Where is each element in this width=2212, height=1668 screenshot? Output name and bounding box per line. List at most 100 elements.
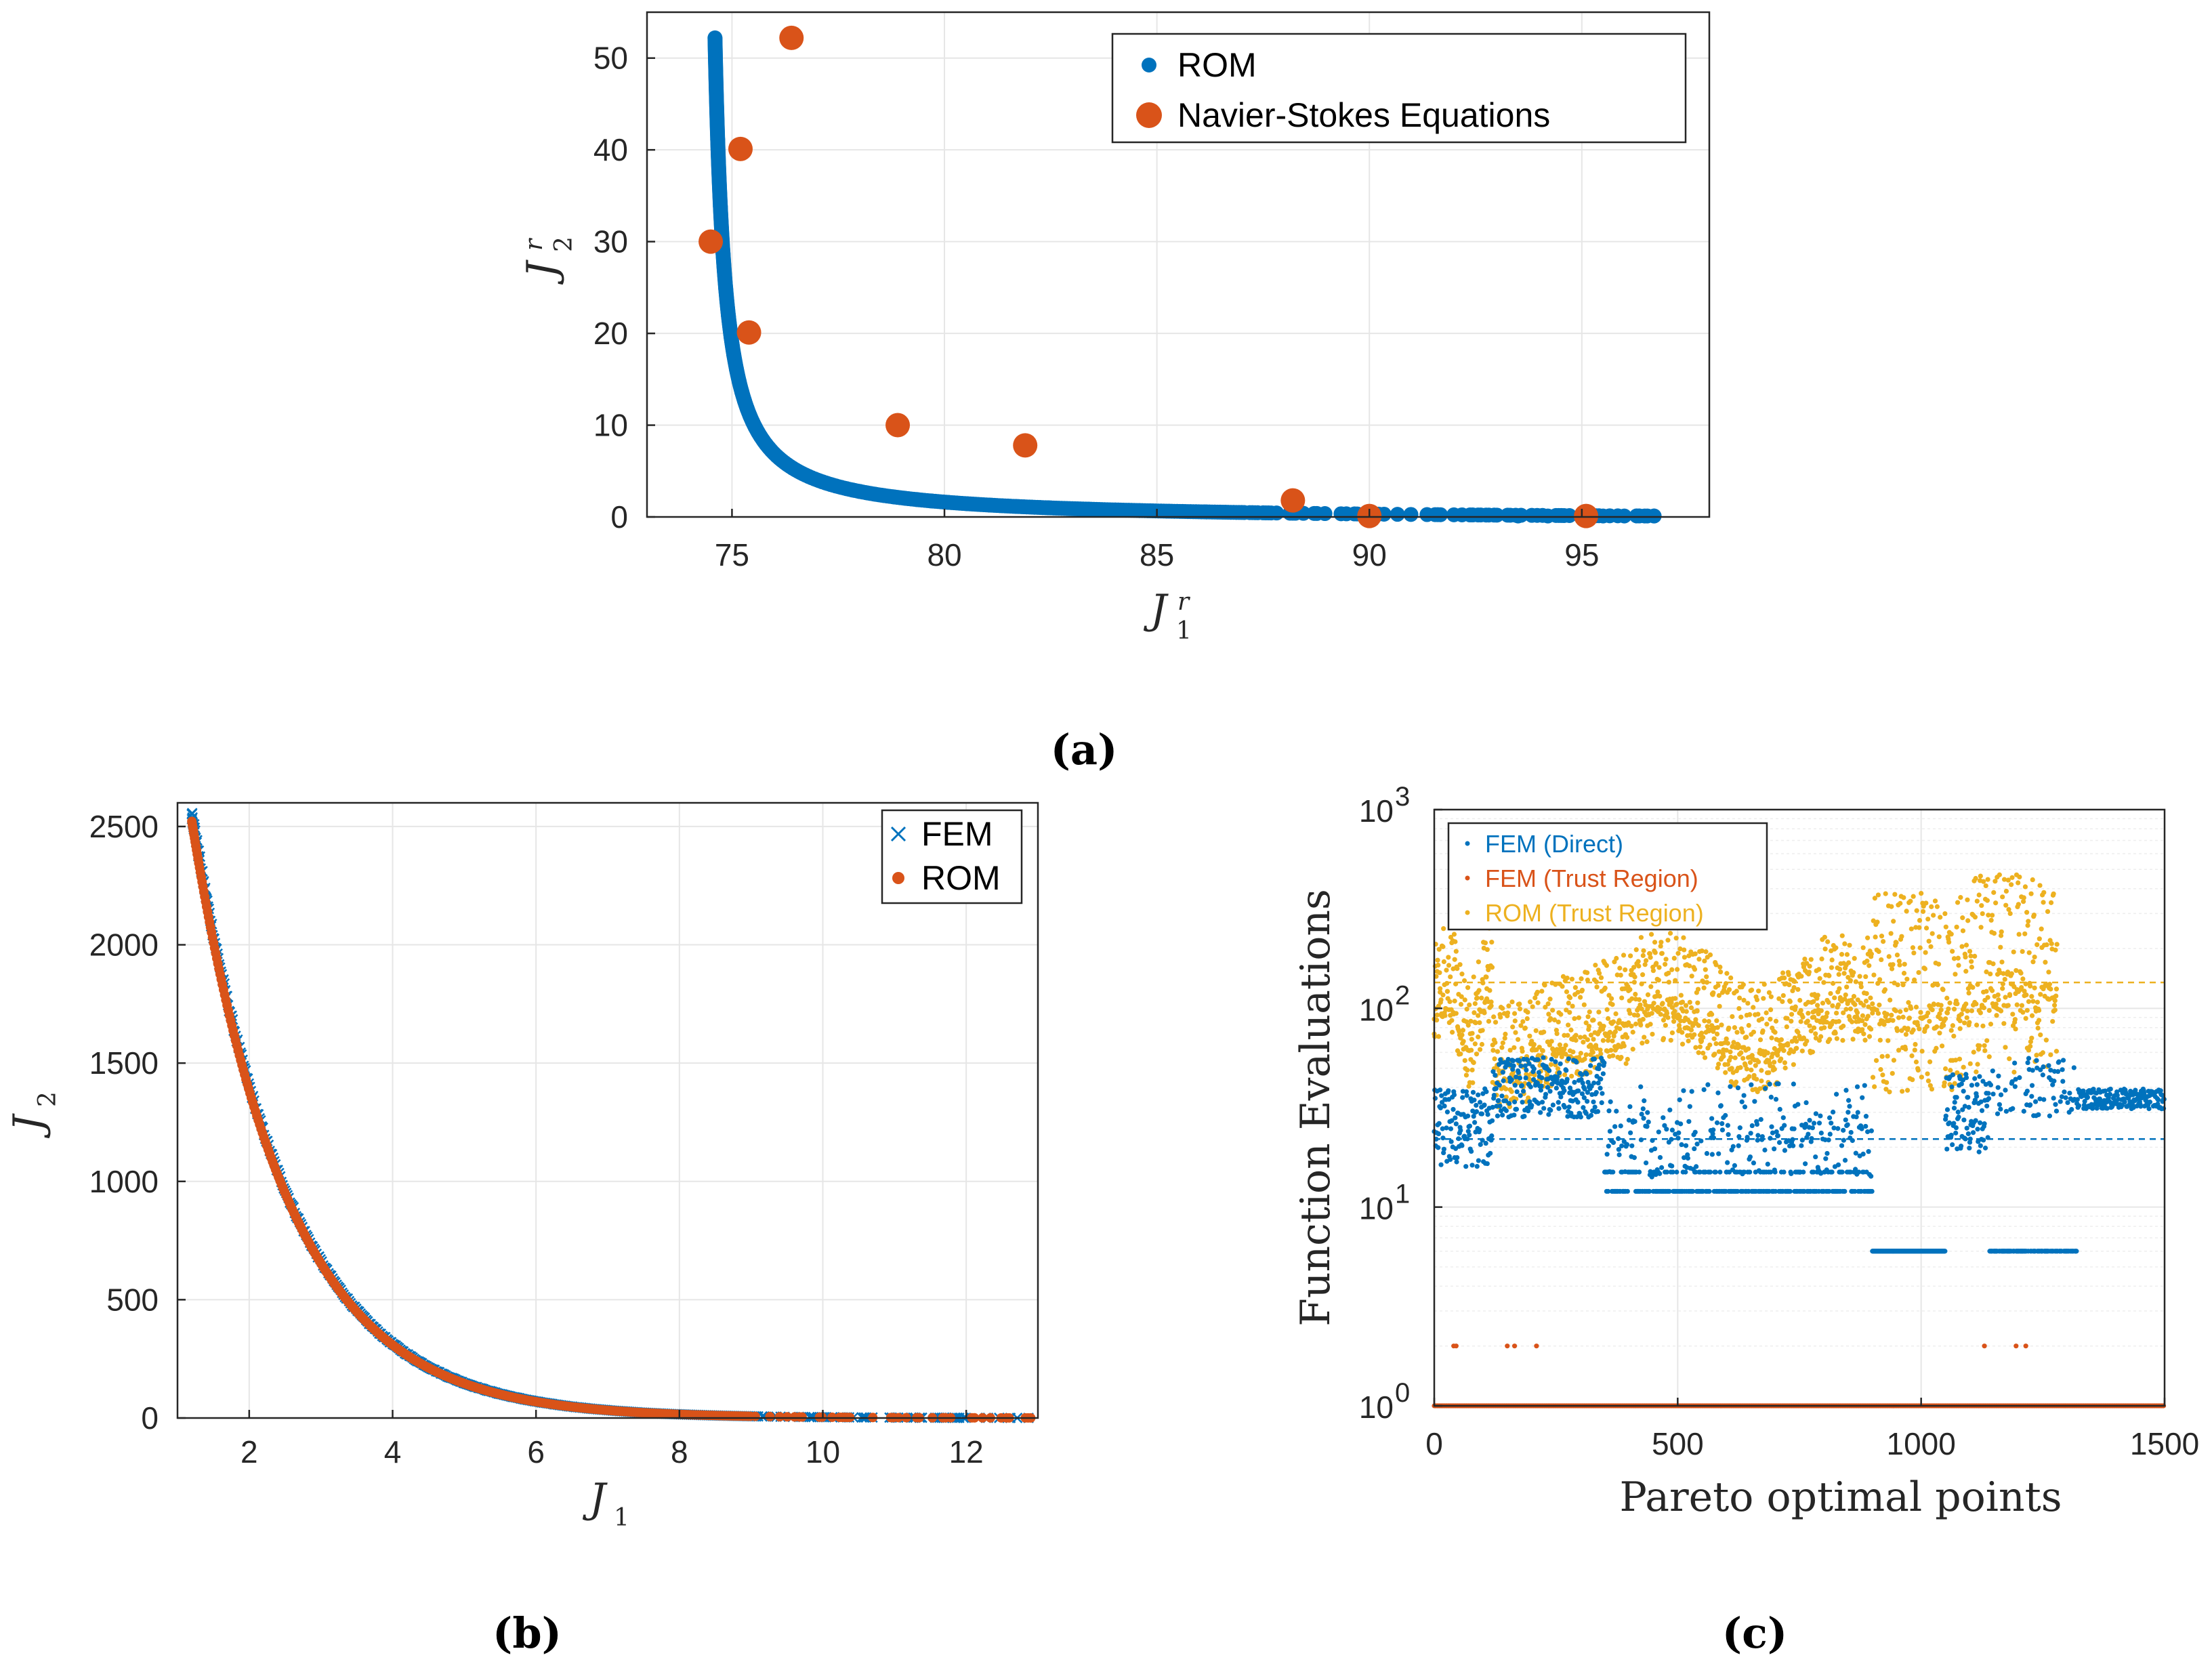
data-point: [2025, 923, 2030, 928]
data-point: [1741, 1093, 1747, 1098]
data-point: [1978, 1120, 1983, 1125]
data-point: [1868, 995, 1873, 1001]
data-point: [1793, 1004, 1798, 1009]
data-point: [2025, 1060, 2030, 1066]
data-point: [1943, 1016, 1948, 1022]
data-point: [2038, 992, 2043, 997]
data-point: [1772, 1030, 1778, 1035]
data-point: [1488, 1003, 1494, 1009]
data-point: [1880, 1072, 1885, 1078]
data-point: [2032, 985, 2037, 991]
data-point: [1600, 1071, 1606, 1077]
data-point: [1829, 965, 1835, 970]
data-point: [1977, 1043, 1982, 1049]
data-point: [1978, 873, 1983, 879]
data-point: [1650, 1031, 1655, 1037]
data-point: [1495, 1113, 1501, 1119]
data-point: [1896, 1047, 1902, 1053]
data-point: [1835, 1162, 1841, 1167]
data-point: [1461, 1039, 1466, 1044]
data-point: [1465, 985, 1471, 991]
data-point: [1840, 1038, 1845, 1043]
data-point: [2024, 1007, 2030, 1013]
y-axis-label-a: J 2 r: [518, 236, 578, 285]
data-point: [1988, 971, 1993, 977]
data-point: [2024, 992, 2029, 998]
data-point: [2020, 948, 2025, 955]
data-point: [1526, 1061, 1532, 1066]
data-point: [1474, 1164, 1480, 1169]
data-point: [1965, 918, 1971, 923]
data-point: [1458, 1001, 1464, 1007]
data-point: [1447, 999, 1453, 1005]
x-tick-label: 6: [527, 1434, 545, 1469]
data-point: [1871, 918, 1876, 923]
data-point: [1903, 1032, 1908, 1037]
data-point: [1453, 981, 1459, 986]
data-point: [1530, 1004, 1535, 1009]
data-point: [1818, 1113, 1823, 1119]
data-point: [1533, 1028, 1539, 1033]
data-point: [1836, 1019, 1841, 1024]
data-point: [1588, 1033, 1594, 1038]
data-point: [1920, 909, 1926, 914]
data-point: [1863, 1123, 1869, 1129]
fem-point: [757, 1411, 768, 1422]
nse-point: [698, 229, 724, 254]
data-point: [1758, 1117, 1764, 1122]
data-point: [1928, 944, 1934, 949]
data-point: [1581, 1002, 1587, 1007]
data-point: [2093, 1090, 2099, 1096]
data-point: [1883, 891, 1888, 896]
data-point: [1789, 1012, 1795, 1017]
data-point: [1640, 953, 1646, 959]
data-point: [1795, 986, 1801, 993]
data-point: [1463, 1019, 1469, 1024]
data-point: [1472, 1010, 1477, 1016]
data-point: [1630, 1029, 1635, 1035]
data-point: [1957, 1026, 1963, 1031]
data-point: [1986, 1007, 1992, 1014]
data-point: [1617, 1026, 1623, 1032]
data-point: [1625, 1188, 1630, 1194]
data-point: [2024, 910, 2030, 915]
data-point: [1733, 1079, 1739, 1085]
legend-marker-nse-a: [1136, 102, 1162, 128]
data-point: [1489, 1133, 1495, 1139]
data-point: [1925, 916, 1931, 922]
data-point: [1845, 960, 1852, 965]
data-point: [1527, 999, 1533, 1005]
data-point: [1472, 1120, 1478, 1125]
data-point: [1700, 1035, 1706, 1040]
data-point: [1847, 1104, 1852, 1109]
data-point: [1646, 1119, 1651, 1125]
data-point: [1522, 1113, 1527, 1119]
data-point: [1932, 898, 1938, 904]
data-point: [1879, 1054, 1885, 1059]
data-point: [1864, 958, 1870, 964]
data-point: [1676, 1022, 1682, 1028]
data-point: [2026, 1047, 2032, 1053]
data-point: [2158, 1088, 2163, 1093]
data-point: [1740, 982, 1746, 987]
data-point: [1523, 1075, 1528, 1081]
data-point: [1986, 1091, 1991, 1096]
y-tick-label: 1500: [89, 1045, 159, 1081]
legend-b: FEM ROM: [881, 809, 1023, 904]
data-point: [1436, 1121, 1442, 1126]
data-point: [2036, 1112, 2041, 1117]
data-point: [2054, 942, 2060, 947]
data-point: [1723, 981, 1729, 986]
data-point: [1823, 1014, 1829, 1020]
data-point: [1459, 994, 1464, 999]
data-point: [1834, 1010, 1839, 1016]
data-point: [1728, 1084, 1733, 1089]
data-point: [1869, 1188, 1875, 1194]
data-point: [1465, 1022, 1471, 1028]
data-point: [1444, 1125, 1449, 1131]
data-point: [2122, 1100, 2127, 1105]
data-point: [1613, 1011, 1619, 1016]
data-point: [1539, 1075, 1545, 1081]
data-point: [1477, 1047, 1483, 1052]
data-point: [1553, 1085, 1559, 1091]
